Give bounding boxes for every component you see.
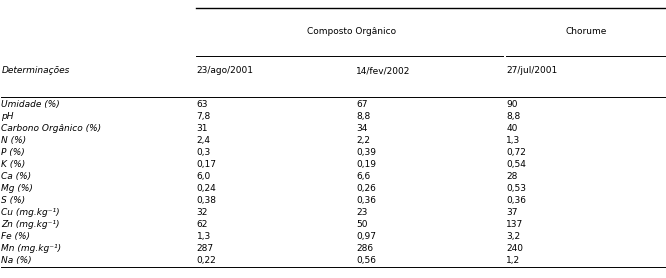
Text: 6,6: 6,6 xyxy=(356,172,370,181)
Text: 28: 28 xyxy=(506,172,517,181)
Text: 2,2: 2,2 xyxy=(356,136,370,145)
Text: Ca (%): Ca (%) xyxy=(1,172,31,181)
Text: 0,19: 0,19 xyxy=(356,160,376,169)
Text: 3,2: 3,2 xyxy=(506,232,520,241)
Text: 0,24: 0,24 xyxy=(196,184,216,193)
Text: 0,39: 0,39 xyxy=(356,148,376,157)
Text: 23/ago/2001: 23/ago/2001 xyxy=(196,66,254,75)
Text: 23: 23 xyxy=(356,208,368,217)
Text: 0,36: 0,36 xyxy=(356,196,376,205)
Text: Composto Orgânico: Composto Orgânico xyxy=(307,27,396,36)
Text: Fe (%): Fe (%) xyxy=(1,232,31,241)
Text: 0,54: 0,54 xyxy=(506,160,526,169)
Text: S (%): S (%) xyxy=(1,196,25,205)
Text: 0,56: 0,56 xyxy=(356,256,376,265)
Text: 8,8: 8,8 xyxy=(506,112,520,121)
Text: Chorume: Chorume xyxy=(565,27,607,36)
Text: K (%): K (%) xyxy=(1,160,25,169)
Text: 1,3: 1,3 xyxy=(196,232,210,241)
Text: 2,4: 2,4 xyxy=(196,136,210,145)
Text: 63: 63 xyxy=(196,100,208,109)
Text: 286: 286 xyxy=(356,244,374,253)
Text: 62: 62 xyxy=(196,220,208,229)
Text: 0,53: 0,53 xyxy=(506,184,526,193)
Text: 50: 50 xyxy=(356,220,368,229)
Text: 90: 90 xyxy=(506,100,517,109)
Text: 40: 40 xyxy=(506,124,517,133)
Text: 31: 31 xyxy=(196,124,208,133)
Text: Cu (mg.kg⁻¹): Cu (mg.kg⁻¹) xyxy=(1,208,60,217)
Text: 6,0: 6,0 xyxy=(196,172,210,181)
Text: 0,3: 0,3 xyxy=(196,148,210,157)
Text: 27/jul/2001: 27/jul/2001 xyxy=(506,66,557,75)
Text: 37: 37 xyxy=(506,208,517,217)
Text: 8,8: 8,8 xyxy=(356,112,370,121)
Text: P (%): P (%) xyxy=(1,148,25,157)
Text: 1,3: 1,3 xyxy=(506,136,520,145)
Text: 32: 32 xyxy=(196,208,208,217)
Text: 0,26: 0,26 xyxy=(356,184,376,193)
Text: 0,22: 0,22 xyxy=(196,256,216,265)
Text: 287: 287 xyxy=(196,244,214,253)
Text: Zn (mg.kg⁻¹): Zn (mg.kg⁻¹) xyxy=(1,220,60,229)
Text: 0,17: 0,17 xyxy=(196,160,216,169)
Text: 0,36: 0,36 xyxy=(506,196,526,205)
Text: 34: 34 xyxy=(356,124,368,133)
Text: 0,38: 0,38 xyxy=(196,196,216,205)
Text: 0,72: 0,72 xyxy=(506,148,526,157)
Text: pH: pH xyxy=(1,112,14,121)
Text: 67: 67 xyxy=(356,100,368,109)
Text: Na (%): Na (%) xyxy=(1,256,32,265)
Text: 240: 240 xyxy=(506,244,523,253)
Text: Mg (%): Mg (%) xyxy=(1,184,33,193)
Text: 14/fev/2002: 14/fev/2002 xyxy=(356,66,411,75)
Text: Carbono Orgânico (%): Carbono Orgânico (%) xyxy=(1,124,101,133)
Text: 7,8: 7,8 xyxy=(196,112,210,121)
Text: 137: 137 xyxy=(506,220,523,229)
Text: 0,97: 0,97 xyxy=(356,232,376,241)
Text: Umidade (%): Umidade (%) xyxy=(1,100,60,109)
Text: N (%): N (%) xyxy=(1,136,27,145)
Text: Determinações: Determinações xyxy=(1,66,70,75)
Text: 1,2: 1,2 xyxy=(506,256,520,265)
Text: Mn (mg.kg⁻¹): Mn (mg.kg⁻¹) xyxy=(1,244,61,253)
